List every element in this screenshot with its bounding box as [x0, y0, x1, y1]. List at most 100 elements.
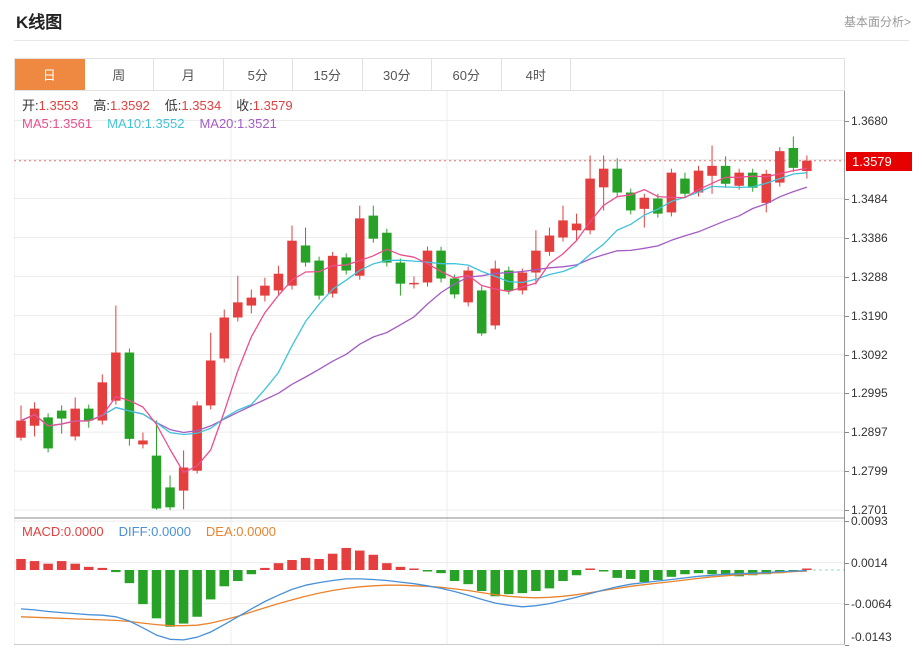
macd-bar: [124, 570, 135, 584]
macd-bar: [409, 568, 419, 570]
ma20-line: [20, 186, 808, 434]
tab-timeframe-4[interactable]: 15分: [293, 59, 363, 90]
macd-bar: [598, 570, 609, 572]
macd-bar: [626, 570, 636, 579]
timeframe-tabs: 日周月 5分 15分 30分 60分 4时: [14, 58, 845, 91]
candle-body: [300, 245, 311, 263]
candle-body: [233, 302, 243, 318]
ma5-label: MA5:: [22, 116, 53, 131]
fundamental-analysis-link[interactable]: 基本面分析>: [843, 15, 911, 29]
ohlcRow-low: 低:1.3534: [165, 98, 221, 113]
tab-timeframe-6[interactable]: 60分: [432, 59, 502, 90]
candle-body: [639, 197, 650, 209]
ma20-label: MA20:: [199, 116, 238, 131]
macd-bar: [476, 570, 487, 592]
price-axis-label-tick: [845, 238, 849, 239]
tab-timeframe-2[interactable]: 月: [154, 59, 224, 90]
candle-body: [653, 198, 663, 214]
candle-body: [178, 467, 189, 491]
candle-body: [205, 360, 216, 406]
tab-timeframe-1[interactable]: 周: [85, 59, 154, 90]
macd-label: MACD:: [22, 524, 64, 539]
dea-label: DEA:: [205, 524, 237, 539]
macd-bar: [395, 566, 406, 570]
candle-body: [598, 168, 609, 188]
macd-bar: [571, 570, 582, 576]
macd-bar: [368, 554, 379, 570]
candle-body: [355, 218, 365, 276]
ma5-value: 1.3561: [52, 116, 93, 131]
price-axis-label: 1.2897: [851, 425, 888, 439]
tab-timeframe-3[interactable]: 5分: [224, 59, 293, 90]
close-label: 收:: [236, 98, 253, 113]
candle-body: [436, 250, 446, 279]
tab-timeframe-0[interactable]: 日: [15, 59, 85, 90]
tab-timeframe-5[interactable]: 30分: [363, 59, 432, 90]
macd-bar: [585, 568, 595, 570]
macd-bar: [233, 570, 243, 582]
price-axis-label-tick: [845, 510, 849, 511]
candle-body: [612, 168, 622, 193]
candle-body: [720, 165, 731, 184]
macd-bar: [287, 560, 297, 570]
macd-bar: [341, 547, 351, 570]
price-axis-label-tick: [845, 471, 849, 472]
open-label: 开:: [22, 98, 39, 113]
macd-bar: [97, 567, 108, 570]
macd-bar: [43, 563, 53, 570]
macd-axis-label: 0.0014: [851, 556, 888, 570]
header-divider: [14, 40, 909, 41]
candle-body: [585, 178, 595, 231]
macd-bar: [16, 558, 26, 570]
macd-bar: [436, 570, 446, 574]
price-axis-label: 1.2995: [851, 386, 888, 400]
macd-bar: [653, 570, 663, 580]
macd-bar: [355, 550, 365, 570]
candle-body: [382, 232, 392, 263]
macd-bar: [639, 570, 650, 583]
price-axis-label: 1.2799: [851, 464, 888, 478]
tab-timeframe-7[interactable]: 4时: [502, 59, 571, 90]
price-axis-label-tick: [845, 277, 849, 278]
candle-body: [138, 440, 148, 445]
candle-body: [693, 170, 704, 193]
macd-axis-label: -0.0143: [851, 630, 892, 644]
macd-bar: [802, 568, 812, 570]
candle-body: [517, 272, 528, 291]
macd-axis-label: -0.0064: [851, 597, 892, 611]
candle-body: [626, 192, 636, 211]
macd-bar: [151, 570, 162, 619]
dea-line: [20, 570, 807, 627]
candle-body: [449, 278, 460, 295]
macd-bar: [490, 570, 500, 597]
macd-bar: [327, 553, 338, 570]
candle-body: [368, 215, 379, 239]
macdRow-dea: DEA:0.0000: [206, 524, 276, 539]
candle-body: [97, 382, 108, 421]
price-axis-label: 1.3190: [851, 309, 888, 323]
macd-bar: [70, 563, 80, 570]
macd-bar: [205, 570, 216, 600]
macd-bar: [300, 557, 311, 570]
macdRow-macd: MACD:0.0000: [22, 524, 104, 539]
macd-bar: [56, 561, 67, 570]
candle-body: [788, 147, 799, 168]
page-title: K线图: [16, 13, 63, 32]
candle-body: [84, 408, 94, 421]
candle-body: [775, 151, 785, 183]
macd-axis-label-tick: [845, 521, 849, 522]
price-axis-label-tick: [845, 121, 849, 122]
candle-body: [192, 405, 202, 471]
tab-row-spacer: [571, 59, 844, 90]
candle-body: [43, 417, 53, 449]
diff-label: DIFF:: [118, 524, 152, 539]
kline-chart[interactable]: [14, 91, 845, 645]
low-value: 1.3534: [181, 98, 222, 113]
macd-bar: [246, 570, 257, 575]
maRow-ma10: MA10:1.3552: [107, 116, 184, 131]
price-axis-label-tick: [845, 316, 849, 317]
macd-value: 0.0000: [63, 524, 104, 539]
candle-body: [151, 455, 162, 509]
macd-bar: [422, 570, 433, 572]
